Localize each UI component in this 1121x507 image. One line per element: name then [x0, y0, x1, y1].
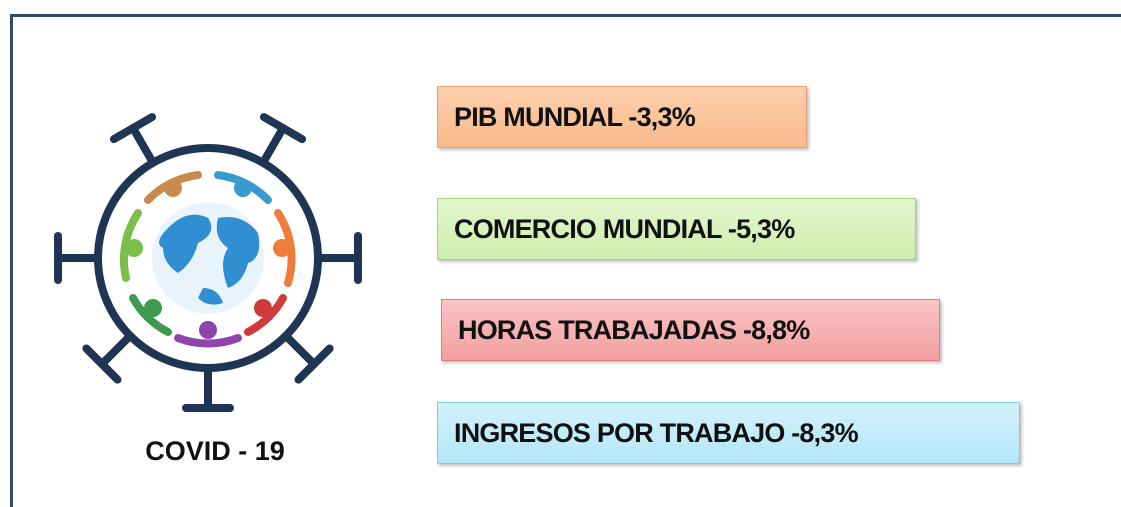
stat-box: COMERCIO MUNDIAL -5,3% [437, 198, 916, 260]
page: COVID - 19 PIB MUNDIAL -3,3% COMERCIO MU… [0, 0, 1121, 507]
stat-box: PIB MUNDIAL -3,3% [437, 86, 807, 148]
stat-box: HORAS TRABAJADAS -8,8% [441, 299, 940, 361]
logo-label: COVID - 19 [110, 436, 320, 467]
covid-logo [40, 90, 380, 420]
stat-box: INGRESOS POR TRABAJO -8,3% [437, 402, 1020, 464]
